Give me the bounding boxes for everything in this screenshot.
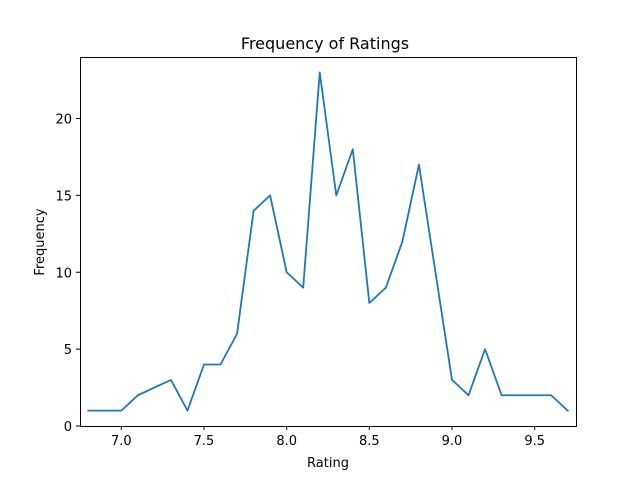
y-tick-label: 10 [55, 266, 72, 281]
x-tick-label: 8.0 [276, 434, 297, 449]
y-tick-label: 0 [64, 420, 72, 435]
x-axis-label: Rating [307, 456, 349, 471]
x-tick-label: 8.5 [359, 434, 380, 449]
y-axis-label: Frequency [33, 208, 48, 275]
x-tick-label: 9.5 [524, 434, 545, 449]
axes-frame [80, 57, 577, 427]
x-tick-label: 9.0 [442, 434, 463, 449]
x-tick-label: 7.5 [194, 434, 215, 449]
y-tick-label: 15 [55, 189, 72, 204]
x-axis-ticks: 7.0 7.5 8.0 8.5 9.0 9.5 [111, 426, 545, 449]
x-tick-label: 7.0 [111, 434, 132, 449]
y-tick-label: 20 [55, 113, 72, 128]
y-axis-ticks: 0 5 10 15 20 [55, 113, 80, 435]
plot-area [87, 71, 570, 412]
chart-title: Frequency of Ratings [241, 34, 409, 53]
y-tick-label: 5 [64, 343, 72, 358]
series-line [87, 71, 570, 412]
